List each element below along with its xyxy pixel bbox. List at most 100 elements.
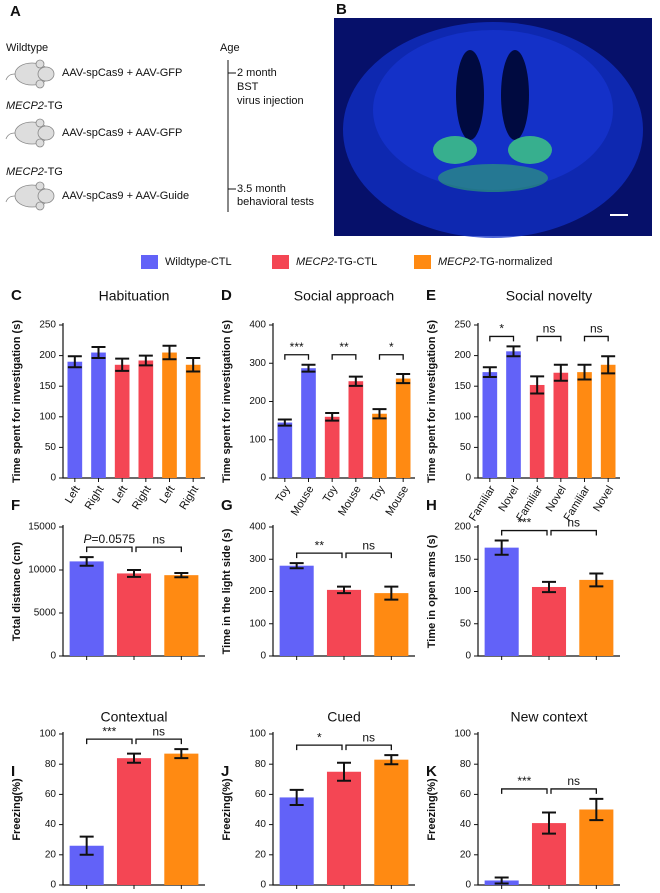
y-tick-label: 10000	[28, 565, 56, 576]
significance-bracket	[135, 738, 182, 745]
error-bar	[542, 580, 556, 594]
bar	[114, 364, 130, 478]
x-tick-label: Mouse	[383, 484, 411, 518]
timeline-age: 3.5 month	[237, 183, 286, 195]
error-bar	[91, 346, 106, 360]
x-tick-label: Right	[130, 484, 154, 512]
error-bar	[186, 357, 201, 373]
legend-label: MECP2-TG-CTL	[296, 256, 377, 268]
y-tick-label: 150	[454, 381, 471, 392]
y-tick-label: 60	[460, 789, 472, 800]
y-tick-label: 400	[249, 320, 266, 331]
y-tick-label: 0	[260, 651, 266, 662]
legend-swatch	[141, 255, 158, 269]
y-tick-label: 5000	[34, 608, 57, 619]
x-tick-label: Mouse	[336, 484, 364, 518]
mouse-icon	[5, 59, 55, 211]
treatment: AAV-spCas9 + AAV-GFP	[62, 67, 182, 79]
y-tick-label: 0	[465, 473, 471, 484]
bar	[279, 797, 314, 885]
bar	[67, 361, 83, 478]
significance-label: ns	[362, 730, 375, 744]
significance-bracket	[536, 335, 562, 342]
x-tick-label: Novel	[544, 484, 569, 514]
y-tick-label: 300	[249, 554, 266, 565]
error-bar	[277, 418, 292, 427]
y-tick-label: 100	[249, 729, 266, 740]
y-tick-label: 0	[50, 651, 56, 662]
panel-letter: B	[336, 1, 347, 18]
bar	[116, 573, 152, 656]
significance-label: P=0.0575	[83, 532, 135, 546]
panel-letter: J	[221, 763, 229, 780]
error-bar	[372, 408, 387, 420]
error-bar	[337, 761, 351, 782]
error-bar	[79, 835, 94, 856]
chart-title: New context	[510, 709, 587, 725]
significance-bracket	[296, 744, 343, 751]
y-tick-label: 0	[260, 880, 266, 891]
y-tick-label: 100	[249, 618, 266, 629]
y-axis-label: Total distance (cm)	[11, 541, 23, 641]
error-bar	[289, 562, 304, 570]
significance-bracket	[501, 788, 548, 794]
y-axis-label: Time spent for investigation (s)	[221, 320, 233, 483]
legend-swatch	[414, 255, 431, 269]
error-bar	[67, 355, 82, 369]
bar	[91, 352, 106, 478]
significance-bracket	[296, 552, 343, 559]
y-tick-label: 100	[39, 411, 56, 422]
y-tick-label: 100	[454, 411, 471, 422]
bar	[395, 378, 411, 478]
y-tick-label: 15000	[28, 522, 56, 533]
genotype: MECP2-TG	[6, 166, 63, 178]
treatment: AAV-spCas9 + AAV-GFP	[62, 127, 182, 139]
y-tick-label: 150	[454, 554, 471, 565]
significance-label: ***	[517, 516, 531, 530]
y-tick-label: 150	[39, 381, 56, 392]
error-bar	[337, 585, 351, 595]
error-bar	[174, 572, 189, 579]
x-tick-label: Toy	[321, 483, 341, 504]
significance-bracket	[501, 529, 548, 536]
significance-label: ***	[517, 774, 531, 788]
bar	[301, 368, 316, 478]
bar	[69, 561, 104, 656]
significance-label: ns	[567, 774, 580, 788]
timeline-age: 2 month	[237, 67, 277, 79]
error-bar	[384, 754, 399, 766]
error-bar	[289, 788, 304, 806]
error-bar	[79, 556, 94, 567]
y-axis-label: Time in the light side (s)	[221, 528, 233, 654]
panel-letter: F	[11, 497, 20, 514]
error-bar	[174, 748, 189, 760]
error-bar	[589, 572, 604, 588]
y-axis-label: Freezing(%)	[221, 778, 233, 841]
error-bar	[530, 375, 545, 395]
bar	[577, 372, 592, 478]
bar	[579, 579, 614, 656]
significance-label: ns	[590, 322, 603, 336]
bar	[277, 422, 293, 478]
bar	[164, 575, 199, 656]
y-axis-label: Freezing(%)	[11, 778, 23, 841]
y-axis-label: Time spent for investigation (s)	[426, 320, 438, 483]
y-tick-label: 20	[45, 849, 57, 860]
error-bar	[384, 585, 399, 601]
x-tick-label: Right	[177, 484, 201, 512]
significance-label: **	[315, 538, 325, 552]
significance-label: ***	[102, 724, 116, 738]
error-bar	[162, 344, 177, 361]
y-tick-label: 80	[460, 759, 472, 770]
timeline-event: BST	[237, 81, 259, 93]
y-tick-label: 50	[460, 442, 472, 453]
panel-letter: H	[426, 497, 437, 514]
error-bar	[482, 366, 497, 379]
panel-letter: D	[221, 287, 232, 304]
error-bar	[553, 363, 568, 382]
bar	[579, 809, 614, 885]
bar	[531, 586, 567, 656]
error-bar	[127, 569, 141, 578]
timeline-event: behavioral tests	[237, 196, 315, 208]
bar	[279, 565, 314, 656]
